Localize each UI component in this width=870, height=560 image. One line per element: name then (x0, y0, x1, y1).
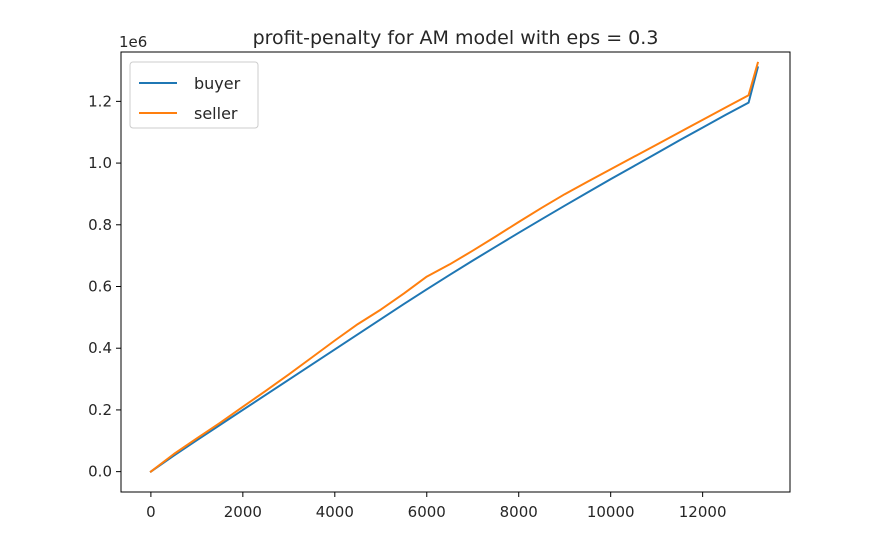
legend: buyer seller (129, 61, 259, 129)
x-tick-label: 10000 (587, 503, 635, 521)
plot-area (120, 51, 791, 493)
y-axis: 0.0 0.2 0.4 0.6 0.8 1.0 1.2 (88, 92, 121, 481)
y-tick-label: 0.2 (88, 401, 112, 419)
y-tick-label: 0.6 (88, 278, 112, 296)
y-tick-label: 1.0 (88, 154, 112, 172)
series-line-buyer (149, 66, 760, 473)
x-tick-label: 4000 (316, 503, 354, 521)
series-layer (149, 61, 760, 474)
legend-box (129, 61, 259, 129)
legend-label-seller: seller (194, 104, 238, 123)
x-tick-label: 0 (146, 503, 156, 521)
y-tick-label: 0.0 (88, 463, 112, 481)
x-tick-label: 12000 (679, 503, 727, 521)
legend-label-buyer: buyer (194, 74, 241, 93)
plot-frame (120, 51, 791, 493)
y-tick-label: 0.8 (88, 216, 112, 234)
y-tick-label: 1.2 (88, 92, 112, 110)
x-axis: 0 2000 4000 6000 8000 10000 12000 (146, 492, 726, 521)
chart-title: profit-penalty for AM model with eps = 0… (253, 27, 659, 49)
x-tick-label: 8000 (500, 503, 538, 521)
series-line-seller (149, 61, 760, 474)
x-tick-label: 6000 (408, 503, 446, 521)
y-tick-label: 0.4 (88, 339, 112, 357)
y-axis-offset-label: 1e6 (119, 33, 147, 51)
x-tick-label: 2000 (224, 503, 262, 521)
